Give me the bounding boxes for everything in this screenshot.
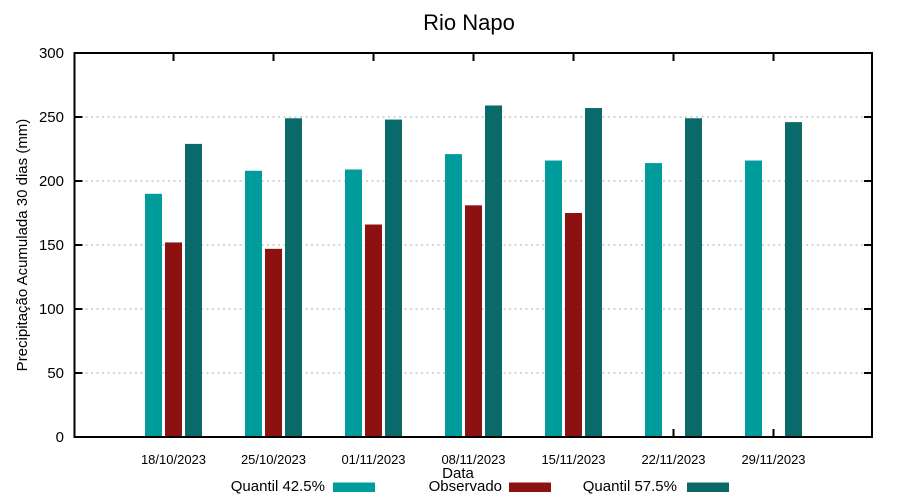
bar <box>545 160 562 437</box>
y-tick-label: 0 <box>56 429 64 446</box>
bar <box>165 242 182 437</box>
x-tick-label: 18/10/2023 <box>141 452 206 467</box>
bar <box>485 105 502 437</box>
x-tick-label: 15/11/2023 <box>541 452 605 467</box>
gridlines <box>74 116 872 374</box>
bar <box>265 248 282 437</box>
bar <box>465 205 482 437</box>
y-tick-label: 200 <box>39 173 64 190</box>
bar <box>685 118 702 437</box>
x-tick-label: 25/10/2023 <box>241 452 306 467</box>
y-tick-labels: 0 50 100 150 200 250 300 <box>39 45 64 446</box>
bar <box>245 170 262 437</box>
y-tick-label: 150 <box>39 237 64 254</box>
legend-label: Quantil 57.5% <box>583 478 677 495</box>
bar <box>565 213 582 437</box>
legend-label: Quantil 42.5% <box>231 478 325 495</box>
y-axis-label: Precipitação Acumulada 30 dias (mm) <box>14 119 31 372</box>
legend-swatch <box>333 482 375 492</box>
bar <box>745 160 762 437</box>
bar <box>645 163 662 437</box>
x-tick-label: 22/11/2023 <box>641 452 705 467</box>
bar <box>785 122 802 438</box>
plot-border-rect <box>73 52 873 438</box>
legend-swatch <box>687 482 729 492</box>
plot-border <box>73 52 873 438</box>
bar <box>145 193 162 437</box>
bar <box>585 108 602 437</box>
y-tick-label: 300 <box>39 45 64 62</box>
bar <box>345 169 362 438</box>
bar <box>285 118 302 437</box>
x-tick-label: 01/11/2023 <box>341 452 405 467</box>
legend-label: Observado <box>429 478 502 495</box>
bars <box>145 105 802 438</box>
x-axis-label: Data <box>442 465 474 482</box>
bar <box>445 154 462 437</box>
x-tick-labels: 18/10/2023 25/10/2023 01/11/2023 08/11/2023… <box>141 452 806 467</box>
bar <box>385 119 402 437</box>
chart-title: Rio Napo <box>423 10 515 35</box>
y-tick-label: 250 <box>39 109 64 126</box>
legend: Quantil 42.5% Observado Quantil 57.5% <box>231 478 729 495</box>
y-tick-label: 50 <box>47 365 64 382</box>
y-tick-label: 100 <box>39 301 64 318</box>
x-tick-label: 29/11/2023 <box>741 452 805 467</box>
bar <box>365 224 382 437</box>
bar <box>185 143 202 437</box>
x-tick-label: 08/11/2023 <box>441 452 505 467</box>
legend-swatch <box>509 482 551 492</box>
